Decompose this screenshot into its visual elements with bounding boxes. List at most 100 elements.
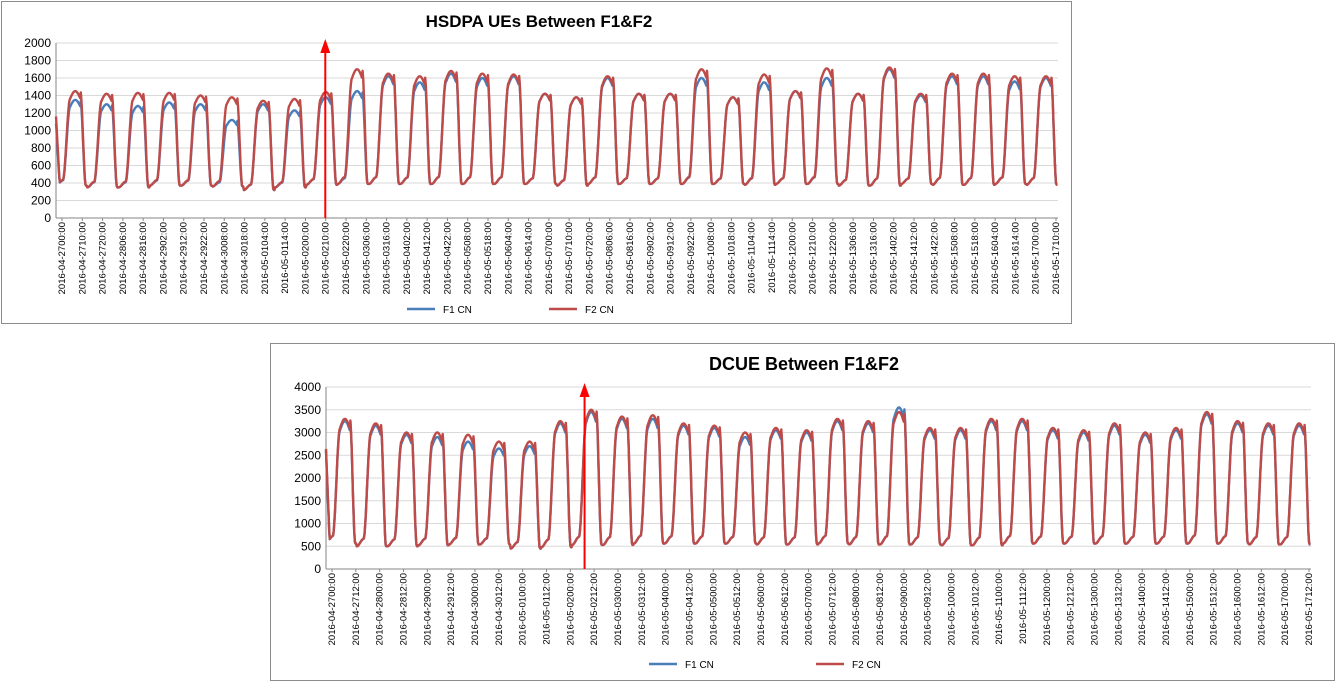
x-tick-label: 2016-05-0518:00 bbox=[483, 222, 494, 294]
x-tick-label: 2016-05-1712:00 bbox=[1304, 573, 1315, 645]
hsdpa-chart-panel: HSDPA UEs Between F1&F2 0 200 400 600 800 1000… bbox=[1, 1, 1072, 324]
x-tick-label: 2016-05-1220:00 bbox=[828, 222, 839, 294]
x-tick-label: 2016-05-1212:00 bbox=[1066, 573, 1077, 645]
y-tick-label: 2000 bbox=[294, 471, 321, 485]
x-tick-label: 2016-05-0812:00 bbox=[875, 573, 886, 645]
x-tick-label: 2016-05-0412:00 bbox=[684, 573, 695, 645]
x-tick-label: 2016-05-0600:00 bbox=[756, 573, 767, 645]
x-tick-label: 2016-05-1402:00 bbox=[889, 222, 900, 294]
x-tick-label: 2016-05-0806:00 bbox=[605, 222, 616, 294]
y-tick-label: 600 bbox=[31, 159, 51, 173]
marker-arrow-head bbox=[579, 383, 590, 397]
x-tick-label: 2016-04-2806:00 bbox=[118, 222, 129, 294]
x-tick-label: 2016-05-0508:00 bbox=[463, 222, 474, 294]
x-tick-label: 2016-04-2912:00 bbox=[179, 222, 190, 294]
x-tick-label: 2016-04-2700:00 bbox=[327, 573, 338, 645]
x-tick-label: 2016-05-0800:00 bbox=[851, 573, 862, 645]
x-tick-label: 2016-05-0900:00 bbox=[899, 573, 910, 645]
series-line-1 bbox=[54, 68, 1058, 192]
legend-label-2: F2 CN bbox=[852, 660, 881, 671]
chart-title: HSDPA UEs Between F1&F2 bbox=[426, 12, 653, 31]
x-tick-label: 2016-04-2720:00 bbox=[98, 222, 109, 294]
x-tick-label: 2016-05-1512:00 bbox=[1209, 573, 1220, 645]
x-tick-label: 2016-05-1422:00 bbox=[929, 222, 940, 294]
hsdpa-chart: HSDPA UEs Between F1&F2 0 200 400 600 800 1000… bbox=[24, 12, 1062, 316]
y-tick-label: 1800 bbox=[24, 54, 51, 68]
x-tick-label: 2016-04-3008:00 bbox=[219, 222, 230, 294]
x-tick-label: 2016-04-2800:00 bbox=[375, 573, 386, 645]
x-tick-label: 2016-05-0112:00 bbox=[541, 573, 552, 645]
x-tick-label: 2016-05-1600:00 bbox=[1233, 573, 1244, 645]
dcue-chart-panel: DCUE Between F1&F2 0 500 1000 1500 2000 2500 30… bbox=[270, 343, 1335, 681]
x-tick-label: 2016-05-1306:00 bbox=[848, 222, 859, 294]
x-tick-label: 2016-05-0604:00 bbox=[503, 222, 514, 294]
x-tick-label: 2016-04-2700:00 bbox=[57, 222, 68, 294]
y-tick-label: 1200 bbox=[24, 106, 51, 120]
x-tick-label: 2016-05-1500:00 bbox=[1185, 573, 1196, 645]
x-tick-label: 2016-04-3018:00 bbox=[240, 222, 251, 294]
dcue-chart: DCUE Between F1&F2 0 500 1000 1500 2000 2500 30… bbox=[294, 354, 1315, 671]
y-tick-label: 2500 bbox=[294, 448, 321, 462]
x-tick-label: 2016-05-0312:00 bbox=[637, 573, 648, 645]
y-tick-label: 500 bbox=[301, 539, 321, 553]
y-tick-label: 0 bbox=[314, 562, 321, 576]
x-tick-label: 2016-05-1104:00 bbox=[747, 222, 758, 294]
x-tick-label: 2016-04-2922:00 bbox=[199, 222, 210, 294]
x-tick-label: 2016-05-1300:00 bbox=[1090, 573, 1101, 645]
x-tick-label: 2016-05-0712:00 bbox=[827, 573, 838, 645]
x-tick-label: 2016-04-2812:00 bbox=[398, 573, 409, 645]
x-tick-label: 2016-05-0400:00 bbox=[661, 573, 672, 645]
x-tick-label: 2016-05-0402:00 bbox=[402, 222, 413, 294]
x-tick-label: 2016-05-0100:00 bbox=[518, 573, 529, 645]
y-tick-label: 1000 bbox=[24, 124, 51, 138]
x-tick-label: 2016-05-0720:00 bbox=[584, 222, 595, 294]
x-tick-label: 2016-05-0212:00 bbox=[589, 573, 600, 645]
x-tick-label: 2016-05-1412:00 bbox=[1161, 573, 1172, 645]
x-tick-label: 2016-05-1114:00 bbox=[767, 222, 778, 293]
x-tick-label: 2016-05-0700:00 bbox=[804, 573, 815, 645]
x-tick-label: 2016-05-1200:00 bbox=[1042, 573, 1053, 645]
series-line-2 bbox=[324, 408, 1311, 550]
x-tick-label: 2016-05-0912:00 bbox=[923, 573, 934, 645]
y-tick-label: 400 bbox=[31, 176, 51, 190]
series-line-2 bbox=[54, 66, 1058, 192]
y-tick-label: 3500 bbox=[294, 403, 321, 417]
x-tick-label: 2016-05-0412:00 bbox=[422, 222, 433, 294]
x-tick-label: 2016-05-1012:00 bbox=[970, 573, 981, 645]
x-tick-label: 2016-05-0700:00 bbox=[544, 222, 555, 294]
legend-label-1: F1 CN bbox=[685, 660, 714, 671]
x-tick-label: 2016-05-0710:00 bbox=[564, 222, 575, 294]
x-tick-label: 2016-05-1700:00 bbox=[1280, 573, 1291, 645]
y-tick-label: 4000 bbox=[294, 380, 321, 394]
x-tick-label: 2016-05-1112:00 bbox=[1018, 573, 1029, 644]
x-tick-label: 2016-05-0912:00 bbox=[666, 222, 677, 294]
y-tick-label: 1500 bbox=[294, 494, 321, 508]
y-tick-label: 3000 bbox=[294, 426, 321, 440]
x-tick-label: 2016-05-1100:00 bbox=[994, 573, 1005, 645]
x-tick-label: 2016-05-0200:00 bbox=[565, 573, 576, 645]
x-tick-label: 2016-05-1316:00 bbox=[868, 222, 879, 294]
x-tick-label: 2016-05-1614:00 bbox=[1010, 222, 1021, 294]
x-tick-label: 2016-05-1412:00 bbox=[909, 222, 920, 294]
x-tick-label: 2016-04-3012:00 bbox=[494, 573, 505, 645]
x-tick-label: 2016-05-1210:00 bbox=[808, 222, 819, 294]
y-tick-label: 200 bbox=[31, 194, 51, 208]
x-tick-label: 2016-04-3000:00 bbox=[470, 573, 481, 645]
x-tick-label: 2016-05-0300:00 bbox=[613, 573, 624, 645]
legend-label-2: F2 CN bbox=[585, 305, 614, 316]
x-tick-label: 2016-05-0512:00 bbox=[732, 573, 743, 645]
x-tick-label: 2016-05-1000:00 bbox=[947, 573, 958, 645]
x-tick-label: 2016-05-0200:00 bbox=[300, 222, 311, 294]
y-tick-label: 1400 bbox=[24, 89, 51, 103]
x-tick-label: 2016-05-1400:00 bbox=[1137, 573, 1148, 645]
x-tick-label: 2016-05-0306:00 bbox=[361, 222, 372, 294]
x-tick-label: 2016-05-1700:00 bbox=[1031, 222, 1042, 294]
x-tick-label: 2016-05-1604:00 bbox=[990, 222, 1001, 294]
x-tick-label: 2016-04-2712:00 bbox=[351, 573, 362, 645]
x-tick-label: 2016-04-2710:00 bbox=[77, 222, 88, 294]
x-tick-label: 2016-05-0500:00 bbox=[708, 573, 719, 645]
chart-title: DCUE Between F1&F2 bbox=[709, 354, 899, 374]
x-tick-label: 2016-04-2902:00 bbox=[158, 222, 169, 294]
y-tick-label: 1600 bbox=[24, 71, 51, 85]
y-tick-label: 800 bbox=[31, 141, 51, 155]
